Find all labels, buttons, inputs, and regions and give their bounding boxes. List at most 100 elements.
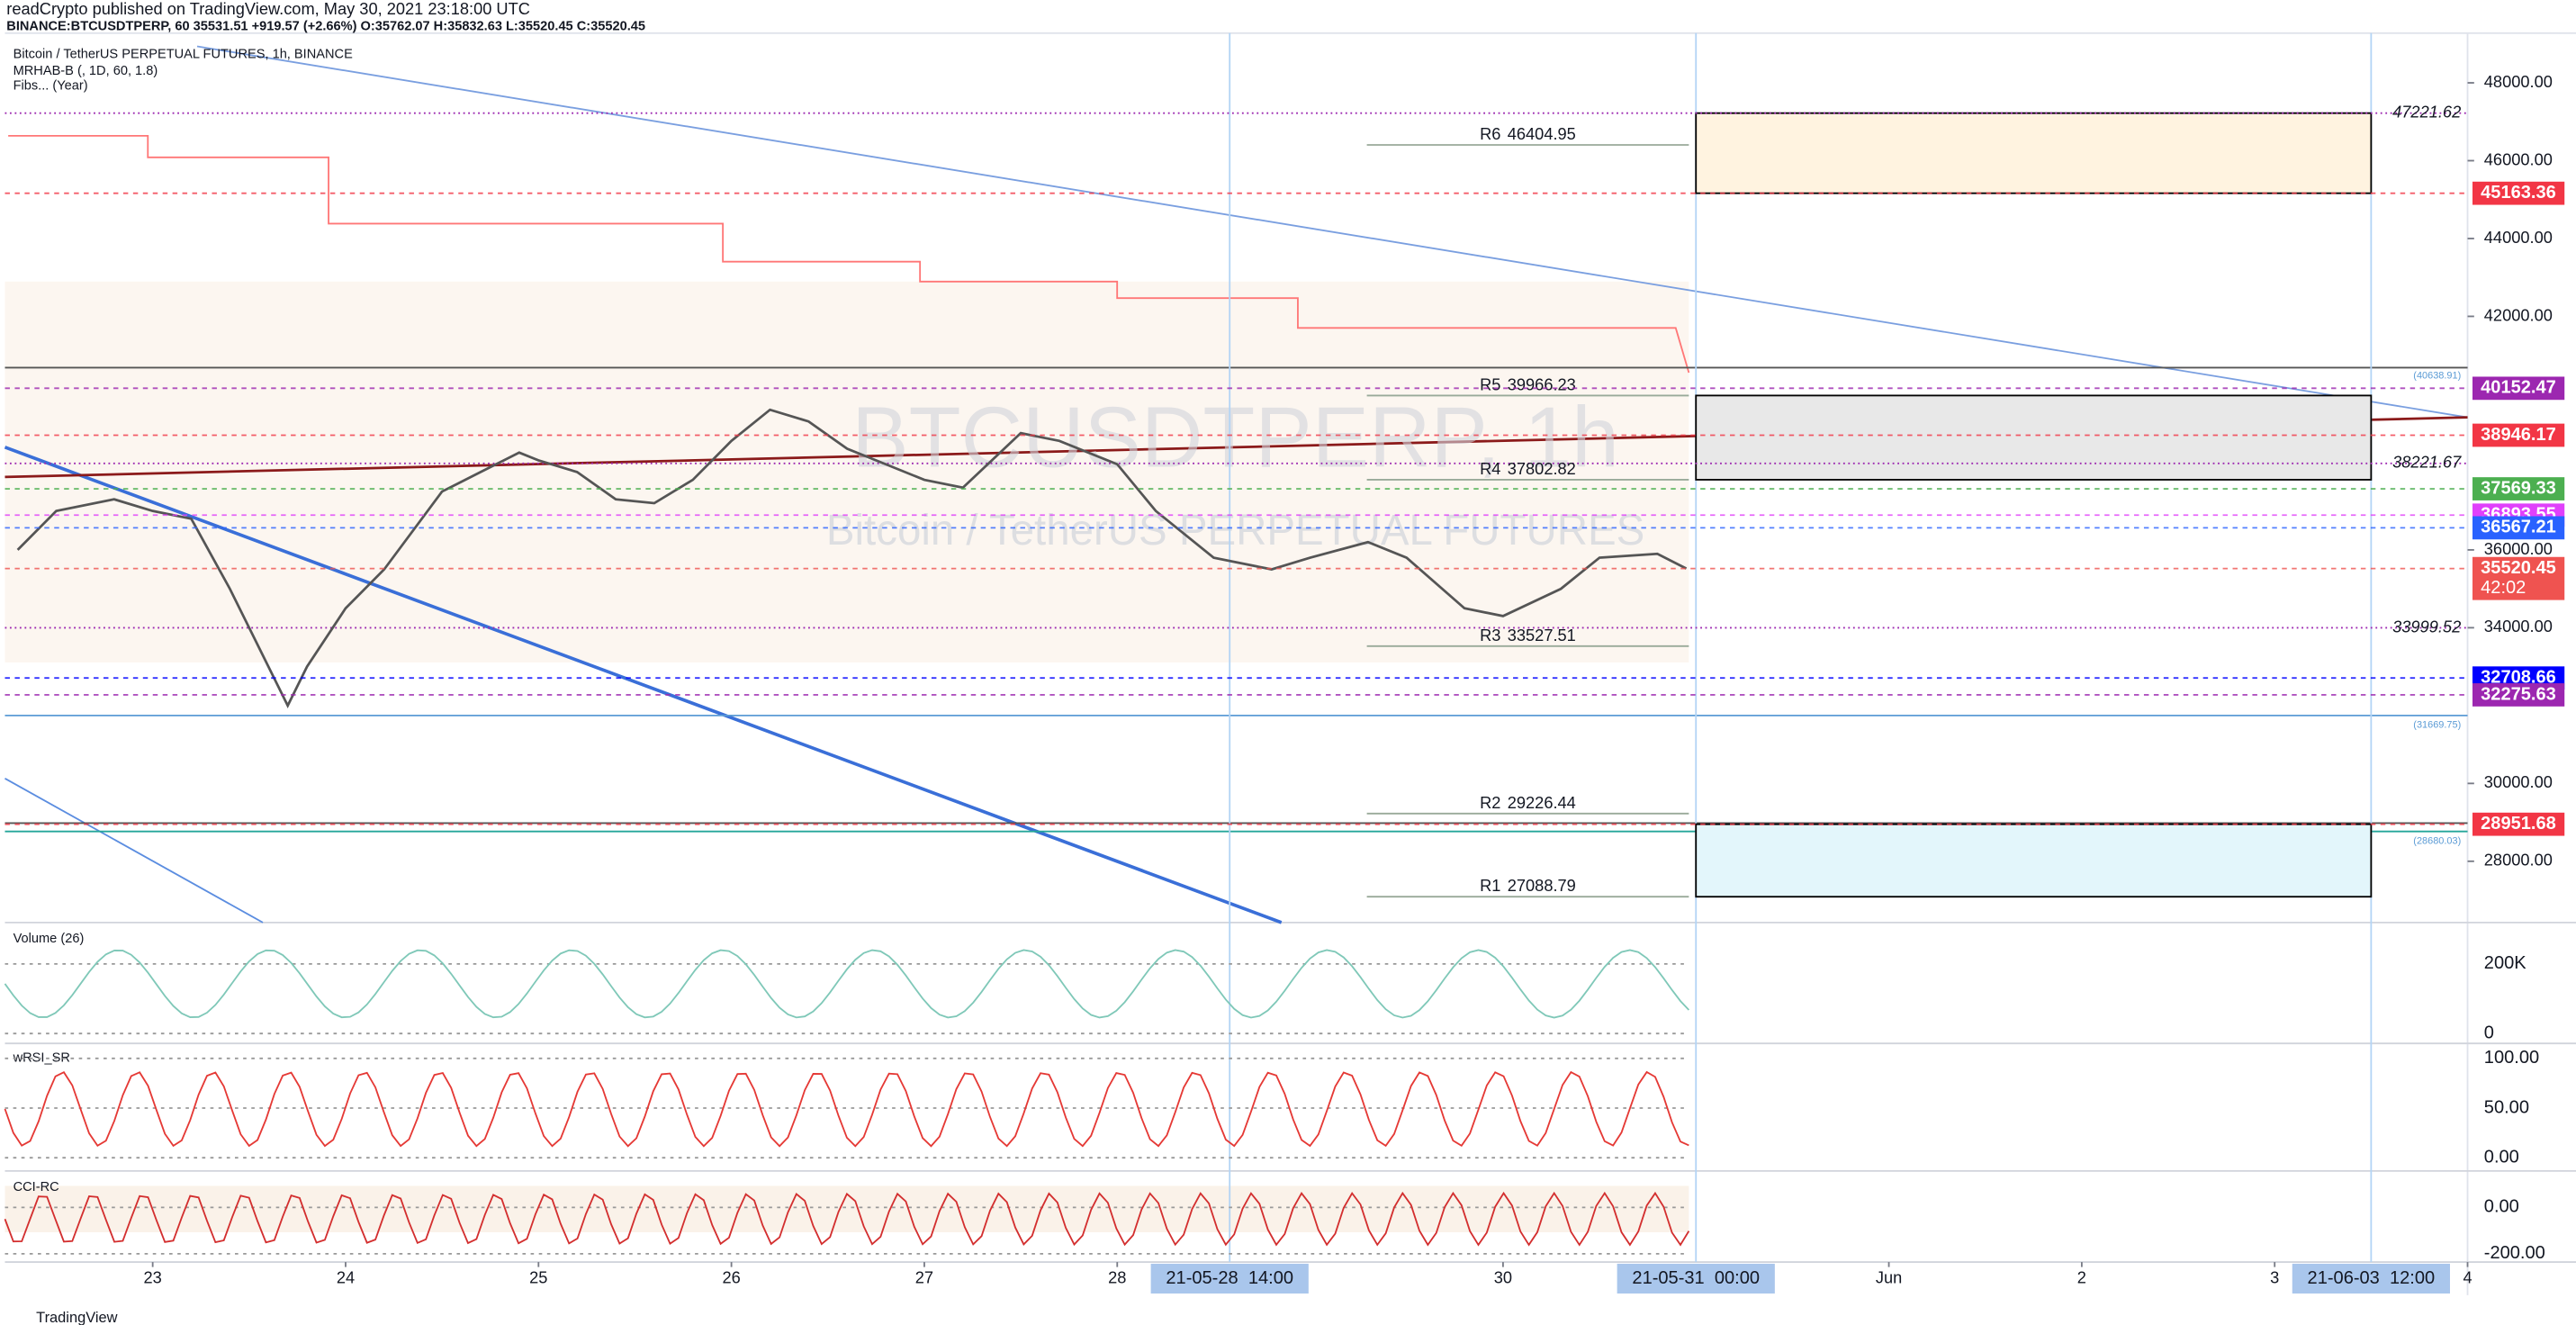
level-label: 38946.17 bbox=[2481, 425, 2556, 445]
x-tick-label: 2 bbox=[2077, 1267, 2086, 1286]
oscillator bbox=[4, 1191, 1690, 1247]
x-tick-label: 24 bbox=[337, 1267, 355, 1286]
fib-label: 47221.62 bbox=[2392, 102, 2461, 121]
time-marker-label: 21-06-03 12:00 bbox=[2308, 1268, 2436, 1288]
pivot-label: R2 29226.44 bbox=[1480, 793, 1576, 812]
x-tick-label: 28 bbox=[1108, 1267, 1126, 1286]
level-countdown: 42:02 bbox=[2481, 578, 2526, 598]
fib-ref-label: (40638.91) bbox=[2413, 371, 2461, 382]
time-marker-label: 21-05-31 00:00 bbox=[1632, 1268, 1760, 1288]
zone-box bbox=[1695, 112, 2373, 194]
level-label: 32275.63 bbox=[2481, 684, 2556, 704]
legend-line: Fibs... (Year) bbox=[14, 79, 88, 94]
x-tick-label: 3 bbox=[2270, 1267, 2279, 1286]
time-marker-box bbox=[1150, 1263, 1309, 1294]
level-label: 36567.21 bbox=[2481, 518, 2556, 537]
y-tick-label: 30000.00 bbox=[2484, 772, 2553, 791]
zone-box bbox=[1695, 823, 2373, 898]
cci-band bbox=[5, 1185, 1689, 1232]
fib-label: 33999.52 bbox=[2392, 617, 2461, 635]
pane-tick-label: 0.00 bbox=[2484, 1147, 2519, 1167]
y-tick-label: 44000.00 bbox=[2484, 228, 2553, 247]
oscillator bbox=[4, 1070, 1689, 1148]
x-tick-label: 25 bbox=[529, 1267, 547, 1286]
level-box bbox=[2472, 376, 2565, 401]
pivot-label: R5 39966.23 bbox=[1480, 374, 1576, 393]
pivot-value: 37802.82 bbox=[1508, 459, 1576, 478]
pivot-value: 46404.95 bbox=[1508, 124, 1576, 143]
pane-tick-label: 50.00 bbox=[2484, 1097, 2529, 1117]
level-box bbox=[2472, 683, 2565, 707]
fib-label: 38221.67 bbox=[2392, 453, 2462, 472]
watermark: Bitcoin / TetherUS PERPETUAL FUTURES bbox=[826, 507, 1644, 554]
pivot-value: 33527.51 bbox=[1508, 626, 1576, 644]
pivot-label: R4 37802.82 bbox=[1480, 459, 1576, 478]
pivot-name: R1 bbox=[1480, 876, 1500, 895]
pivot-name: R3 bbox=[1480, 626, 1500, 644]
level-box bbox=[2472, 812, 2565, 836]
level-box bbox=[2472, 181, 2565, 205]
pane-title: wRSI_SR bbox=[13, 1051, 70, 1066]
trend-line bbox=[196, 45, 2468, 419]
y-tick-label: 28000.00 bbox=[2484, 851, 2553, 870]
pivot-name: R5 bbox=[1480, 374, 1500, 393]
legend-line: Bitcoin / TetherUS PERPETUAL FUTURES, 1h… bbox=[14, 48, 353, 62]
header-line: readCrypto published on TradingView.com,… bbox=[6, 0, 530, 18]
pivot-name: R2 bbox=[1480, 793, 1500, 812]
y-tick-label: 34000.00 bbox=[2484, 617, 2553, 635]
level-box bbox=[2472, 477, 2565, 500]
pane-tick-label: 200K bbox=[2484, 953, 2526, 973]
pane-tick-label: 100.00 bbox=[2484, 1048, 2539, 1068]
fib-ref-label: (28680.03) bbox=[2413, 836, 2461, 847]
pivot-value: 39966.23 bbox=[1508, 374, 1576, 393]
level-label: 32708.66 bbox=[2481, 667, 2556, 687]
level-box bbox=[2472, 423, 2565, 447]
legend-line: MRHAB-B (, 1D, 60, 1.8) bbox=[14, 64, 158, 78]
x-tick-label: 26 bbox=[722, 1267, 740, 1286]
stop-line bbox=[8, 134, 1690, 374]
pivot-label: R3 33527.51 bbox=[1480, 626, 1576, 644]
price-series bbox=[16, 408, 1688, 708]
zone-box bbox=[1695, 394, 2373, 481]
header-line: BINANCE:BTCUSDTPERP, 60 35531.51 +919.57… bbox=[6, 19, 645, 33]
trend-line bbox=[4, 446, 1283, 924]
layout bbox=[4, 32, 2576, 1295]
trend-line bbox=[5, 777, 264, 924]
y-tick-label: 42000.00 bbox=[2484, 305, 2553, 324]
pivot-label: R1 27088.79 bbox=[1480, 876, 1576, 895]
oscillator bbox=[4, 949, 1690, 1019]
footer: TradingView bbox=[36, 1310, 117, 1325]
pivot-name: R4 bbox=[1480, 459, 1500, 478]
pane-title: Volume (26) bbox=[14, 932, 85, 946]
pane-title: CCI-RC bbox=[14, 1180, 59, 1194]
level-label: 37569.33 bbox=[2481, 478, 2556, 498]
time-marker-box bbox=[2292, 1263, 2450, 1294]
fib-ref-label: (31669.75) bbox=[2413, 719, 2461, 730]
pivot-value: 27088.79 bbox=[1508, 876, 1576, 895]
level-label: 45163.36 bbox=[2481, 183, 2556, 203]
x-tick-label: 27 bbox=[915, 1267, 933, 1286]
time-marker-label: 21-05-28 14:00 bbox=[1166, 1268, 1293, 1288]
level-box bbox=[2472, 556, 2565, 600]
level-label: 40152.47 bbox=[2481, 378, 2556, 398]
y-tick-label: 48000.00 bbox=[2484, 72, 2553, 91]
time-marker-box bbox=[1617, 1263, 1775, 1294]
level-label: 28951.68 bbox=[2481, 814, 2556, 834]
pivot-label: R6 46404.95 bbox=[1480, 124, 1576, 143]
pane-tick-label: 0 bbox=[2484, 1023, 2494, 1042]
pane-tick-label: -200.00 bbox=[2484, 1243, 2545, 1263]
level-box bbox=[2472, 516, 2565, 540]
x-tick-label: Jun bbox=[1876, 1267, 1902, 1286]
pivot-name: R6 bbox=[1480, 124, 1500, 143]
pane-tick-label: 0.00 bbox=[2484, 1197, 2519, 1217]
pivot-value: 29226.44 bbox=[1508, 793, 1576, 812]
band bbox=[5, 281, 1689, 662]
x-tick-label: 4 bbox=[2463, 1267, 2472, 1286]
watermark: BTCUSDTPERP, 1h bbox=[851, 390, 1619, 485]
x-tick-label: 30 bbox=[1494, 1267, 1512, 1286]
price-line bbox=[16, 408, 1688, 708]
level-label: 35520.45 bbox=[2481, 558, 2556, 578]
y-tick-label: 36000.00 bbox=[2484, 539, 2553, 558]
